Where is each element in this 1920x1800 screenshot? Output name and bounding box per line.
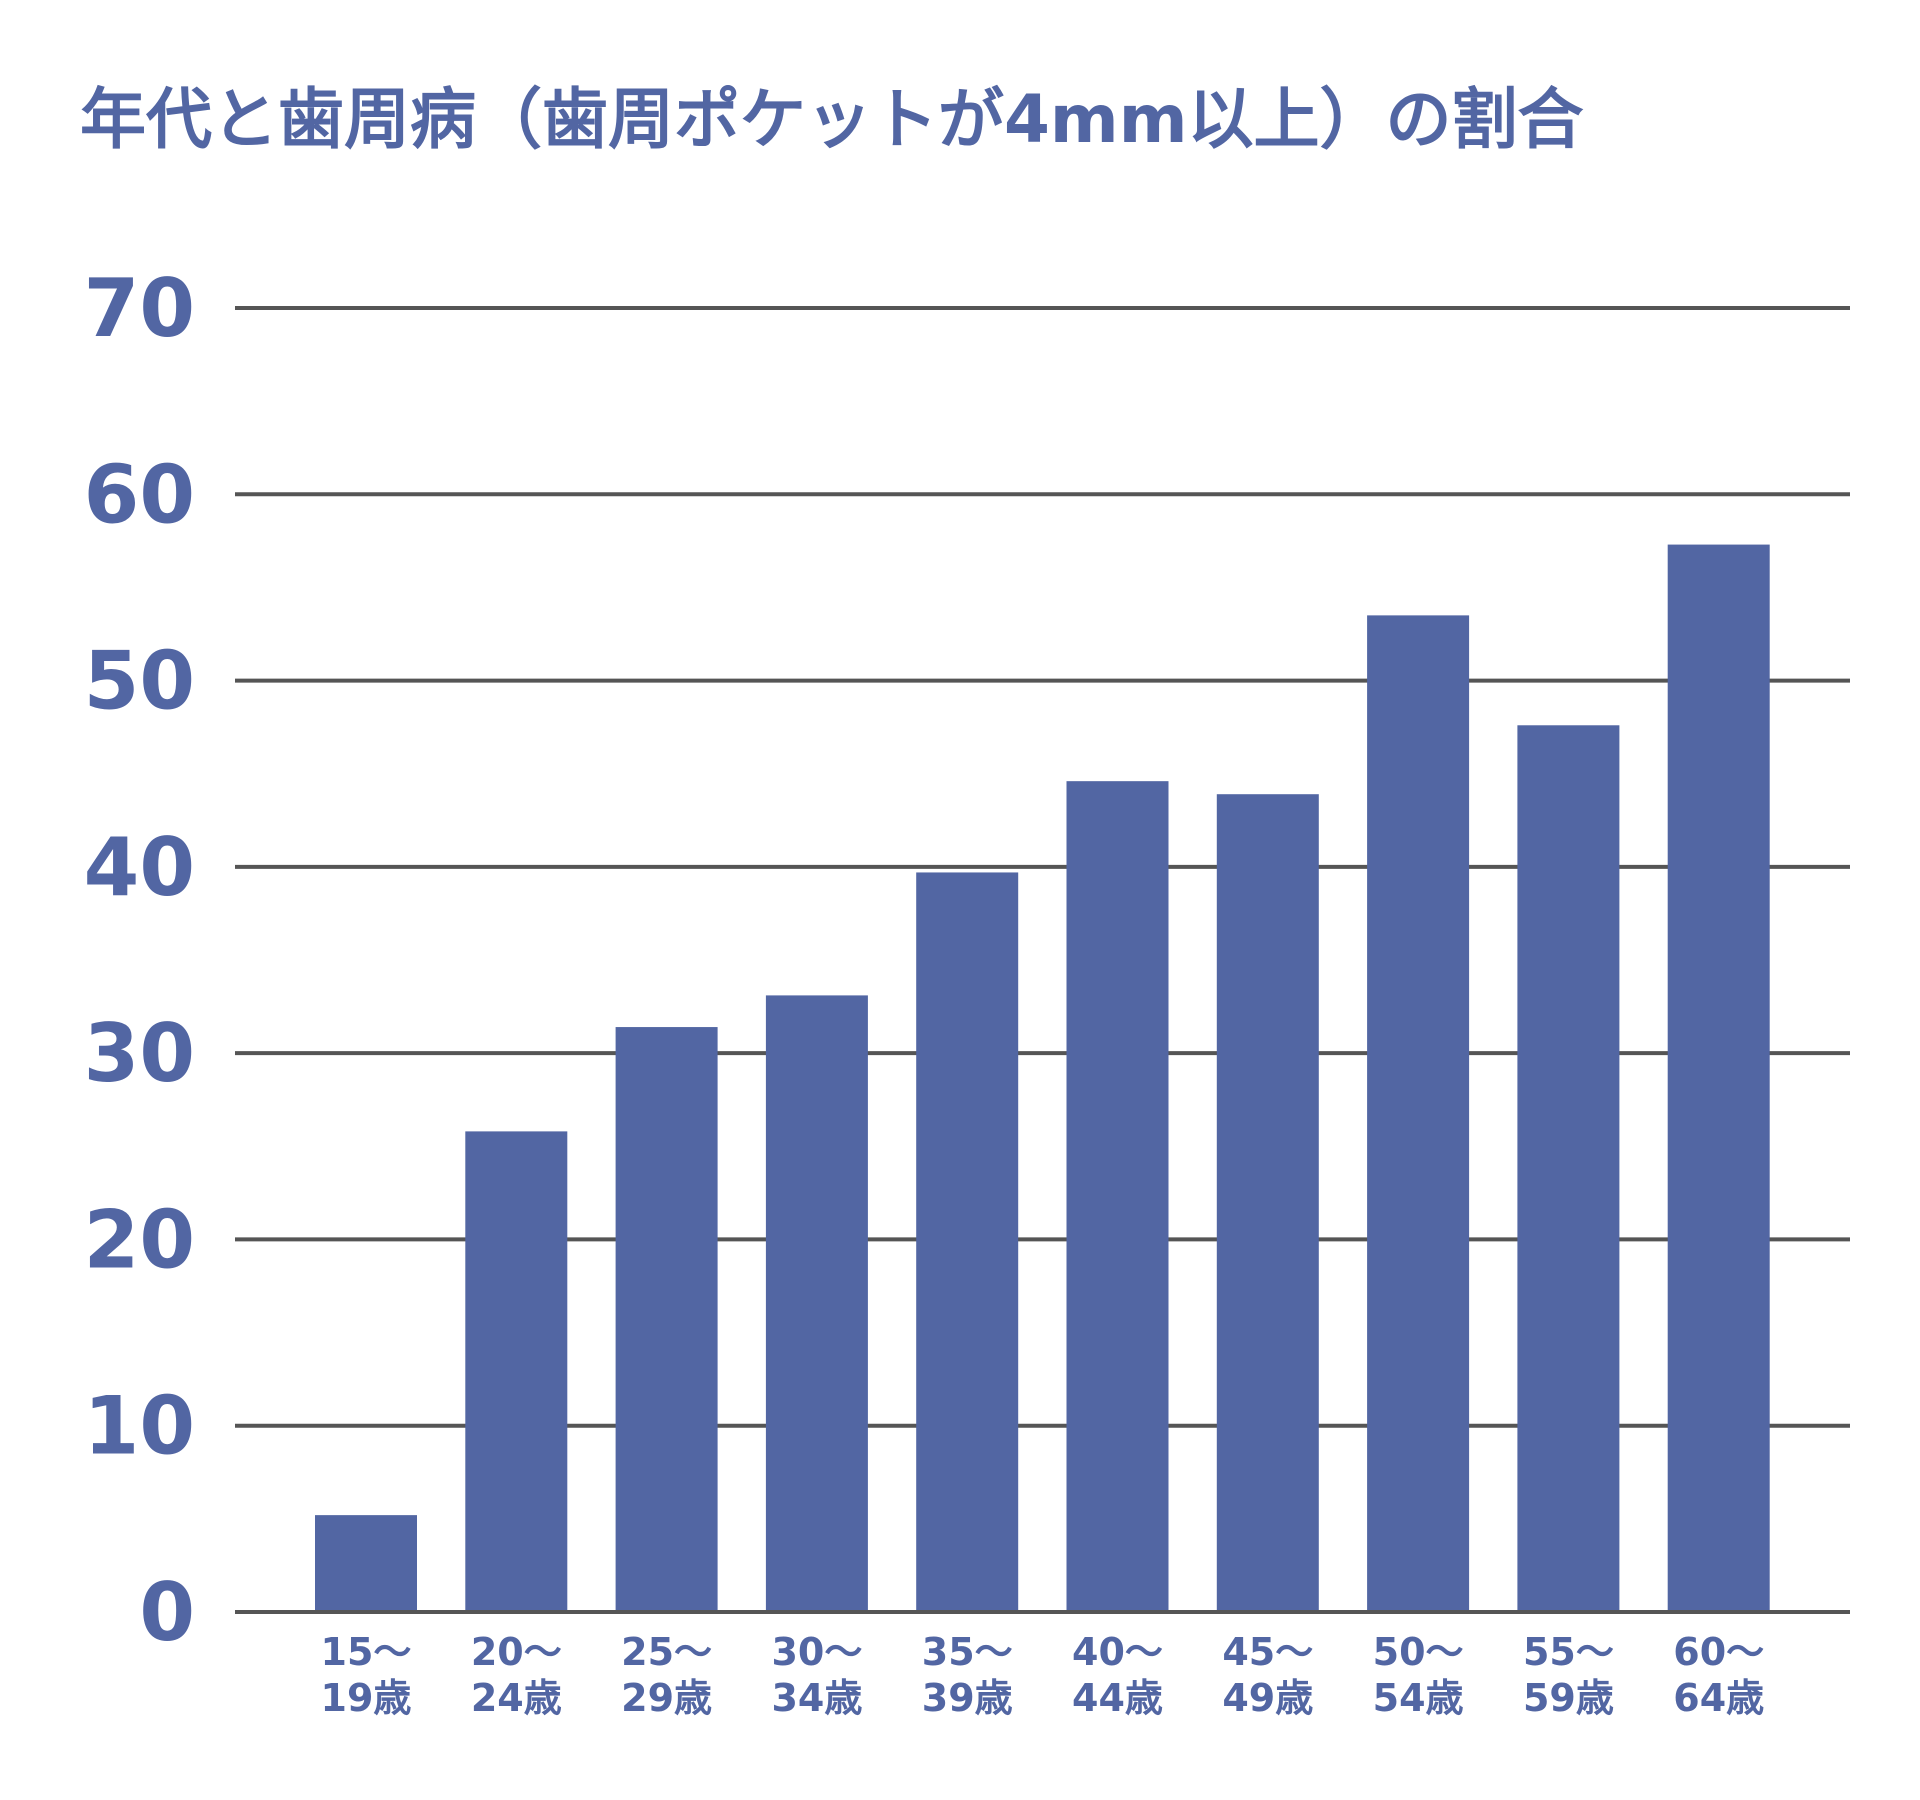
x-tick-label: 30～ [771, 1630, 862, 1674]
y-tick-label: 70 [84, 262, 195, 355]
x-tick-label: 55～ [1523, 1630, 1614, 1674]
bar [765, 995, 868, 1612]
y-tick-label: 60 [84, 448, 195, 541]
x-tick-label: 15～ [321, 1630, 412, 1674]
x-tick-label: 40～ [1072, 1630, 1163, 1674]
x-tick-label: 20～ [471, 1630, 562, 1674]
y-tick-label: 30 [84, 1007, 195, 1100]
bar [916, 872, 1019, 1612]
y-tick-label: 10 [84, 1380, 195, 1473]
bar [1216, 794, 1319, 1612]
y-axis-tick-labels: 0 10 20 30 40 50 60 70 [84, 262, 195, 1659]
bar [1667, 544, 1770, 1612]
x-tick-label: 24歳 [471, 1676, 562, 1720]
x-tick-label: 54歳 [1373, 1676, 1464, 1720]
bar [1066, 781, 1169, 1612]
x-tick-label: 25～ [621, 1630, 712, 1674]
bar [315, 1515, 417, 1612]
x-tick-label: 35～ [922, 1630, 1013, 1674]
x-tick-label: 64歳 [1673, 1676, 1764, 1720]
x-tick-label: 50～ [1373, 1630, 1464, 1674]
bar [465, 1131, 568, 1612]
x-tick-label: 49歳 [1222, 1676, 1313, 1720]
x-axis-tick-labels: 15～19歳 20～24歳 25～29歳 30～34歳 35～39歳 40～44歳 45～4… [321, 1630, 1765, 1720]
bar [615, 1027, 718, 1612]
x-tick-label: 34歳 [771, 1676, 862, 1720]
y-tick-label: 40 [84, 821, 195, 914]
x-tick-label: 44歳 [1072, 1676, 1163, 1720]
bar [1367, 615, 1470, 1612]
x-tick-label: 59歳 [1523, 1676, 1614, 1720]
bar [1517, 725, 1620, 1612]
x-tick-label: 60～ [1673, 1630, 1764, 1674]
y-tick-label: 20 [84, 1193, 195, 1286]
y-tick-label: 50 [84, 635, 195, 728]
x-tick-label: 29歳 [621, 1676, 712, 1720]
x-tick-label: 19歳 [321, 1676, 412, 1720]
x-tick-label: 39歳 [922, 1676, 1013, 1720]
bars [235, 544, 1850, 1614]
chart-title: 年代と歯周病（歯周ポケットが4mm以上）の割合 [80, 81, 1583, 158]
y-tick-label: 0 [139, 1566, 195, 1659]
x-tick-label: 45～ [1222, 1630, 1313, 1674]
